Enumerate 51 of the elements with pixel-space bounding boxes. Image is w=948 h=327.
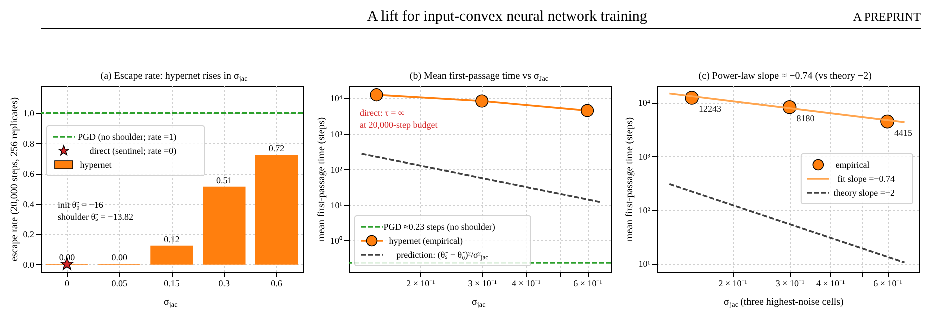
- data-label: 8180: [796, 113, 816, 124]
- y-tick-label: 10⁴: [330, 94, 342, 104]
- y-axis-title: mean first-passage time (steps): [624, 117, 636, 242]
- legend-label: hypernet: [80, 160, 112, 170]
- legend-label: empirical: [836, 160, 870, 170]
- data-label: 0.72: [268, 144, 285, 154]
- x-tick-label: 0.3: [218, 278, 231, 288]
- x-tick-label: 0.6: [271, 278, 283, 288]
- annotation: direct: τ = ∞ at 20,000-step budget: [360, 108, 438, 130]
- y-tick-label: 0.0: [23, 260, 35, 270]
- y-tick-label: 10⁴: [638, 98, 650, 108]
- y-tick-label: 10⁰: [330, 236, 342, 246]
- legend-label: direct (sentinel; rate =0): [90, 146, 177, 156]
- x-tick-label: 3 × 10⁻¹: [468, 278, 498, 288]
- legend-label: fit slope =−0.74: [838, 174, 896, 184]
- y-tick-label: 0.2: [23, 230, 34, 240]
- y-tick-label: 0.8: [23, 138, 35, 149]
- x-tick-label: 0.15: [164, 278, 180, 288]
- x-tick-label: 0: [64, 278, 70, 288]
- y-tick-label: 10³: [330, 129, 343, 140]
- x-tick-label: 4 × 10⁻¹: [512, 278, 542, 288]
- y-tick-label: 10²: [330, 164, 343, 175]
- y-axis-title: escape rate (20,000 steps, 256 replicates): [9, 97, 20, 262]
- x-tick-label: 2 × 10⁻¹: [718, 278, 748, 288]
- chart-title: (c) Power-law slope ≈ −0.74 (vs theory −2): [698, 71, 872, 82]
- x-tick-label: 2 × 10⁻¹: [406, 278, 436, 288]
- data-label: 0.12: [164, 234, 180, 244]
- x-tick-label: 6 × 10⁻¹: [574, 278, 603, 288]
- legend-label: PGD (no shoulder; rate =1): [78, 132, 177, 142]
- text: A PREPRINT: [853, 10, 922, 24]
- data-label: 0.51: [216, 175, 232, 186]
- annotation: init θ̃₀ = −16 shoulder θ̃ₛ = −13.82: [58, 200, 134, 222]
- y-tick-label: 0.4: [23, 199, 35, 210]
- legend-label: theory slope =−2: [834, 188, 895, 198]
- y-tick-label: 10³: [638, 152, 651, 162]
- data-label: 4415: [894, 128, 914, 138]
- x-tick-label: 3 × 10⁻¹: [776, 278, 805, 288]
- y-tick-label: 10¹: [638, 259, 651, 270]
- y-axis-title: mean first-passage time (steps): [316, 117, 328, 242]
- legend-label: PGD ≈0.23 steps (no shoulder): [384, 222, 496, 232]
- y-tick-label: 1.0: [23, 108, 35, 119]
- data-label: 0.00: [112, 252, 128, 262]
- y-tick-label: 10¹: [330, 200, 343, 210]
- y-tick-label: 0.6: [23, 169, 35, 180]
- x-tick-label: 4 × 10⁻¹: [816, 278, 846, 288]
- text: A lift for input-convex neural network training: [367, 9, 648, 25]
- x-tick-label: 0.05: [112, 278, 128, 288]
- y-tick-label: 10²: [638, 206, 651, 216]
- data-label: 12243: [699, 104, 722, 114]
- legend-label: hypernet (empirical): [389, 236, 463, 246]
- x-tick-label: 6 × 10⁻¹: [874, 278, 903, 288]
